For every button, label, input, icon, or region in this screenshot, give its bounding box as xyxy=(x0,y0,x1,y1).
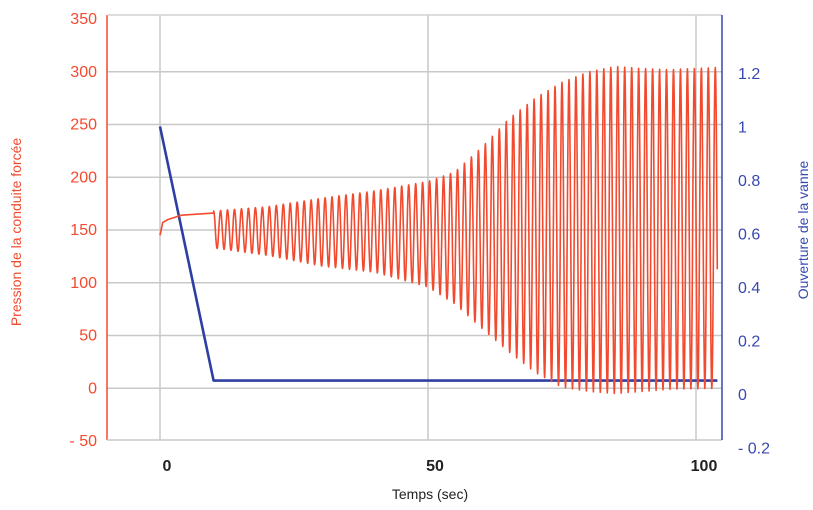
left-tick-label: 100 xyxy=(70,275,97,292)
left-tick-label: 50 xyxy=(79,328,97,345)
left-tick-label: 250 xyxy=(70,117,97,134)
x-tick-label: 0 xyxy=(163,458,172,475)
x-tick-label: 100 xyxy=(691,458,718,475)
right-axis-title: Ouverture de la vanne xyxy=(795,161,811,300)
right-tick-label: 0.4 xyxy=(738,280,760,297)
x-axis-title: Temps (sec) xyxy=(392,486,468,502)
valve-opening-line xyxy=(158,126,718,382)
right-tick-label: 0.8 xyxy=(738,173,760,190)
right-tick-label: - 0.2 xyxy=(738,441,770,458)
left-axis-title: Pression de la conduite forcée xyxy=(8,138,24,327)
pressure-line xyxy=(159,65,719,395)
right-tick-label: 0 xyxy=(738,387,747,404)
left-tick-label: 150 xyxy=(70,222,97,239)
plot-frame xyxy=(106,14,723,441)
x-axis-ticks: 0 50 100 xyxy=(163,458,718,475)
right-tick-label: 1 xyxy=(738,120,747,137)
left-axis-ticks: - 50 0 50 100 150 200 250 300 350 xyxy=(69,11,97,450)
right-tick-label: 1.2 xyxy=(738,66,760,83)
right-tick-label: 0.6 xyxy=(738,227,760,244)
left-tick-label: 0 xyxy=(88,380,97,397)
right-tick-label: 0.2 xyxy=(738,334,760,351)
series-group xyxy=(158,65,719,395)
right-axis-ticks: - 0.2 0 0.2 0.4 0.6 0.8 1 1.2 xyxy=(738,66,770,458)
left-tick-label: 200 xyxy=(70,169,97,186)
x-tick-label: 50 xyxy=(426,458,444,475)
left-tick-label: 350 xyxy=(70,11,97,28)
left-tick-label: - 50 xyxy=(69,433,97,450)
left-tick-label: 300 xyxy=(70,64,97,81)
